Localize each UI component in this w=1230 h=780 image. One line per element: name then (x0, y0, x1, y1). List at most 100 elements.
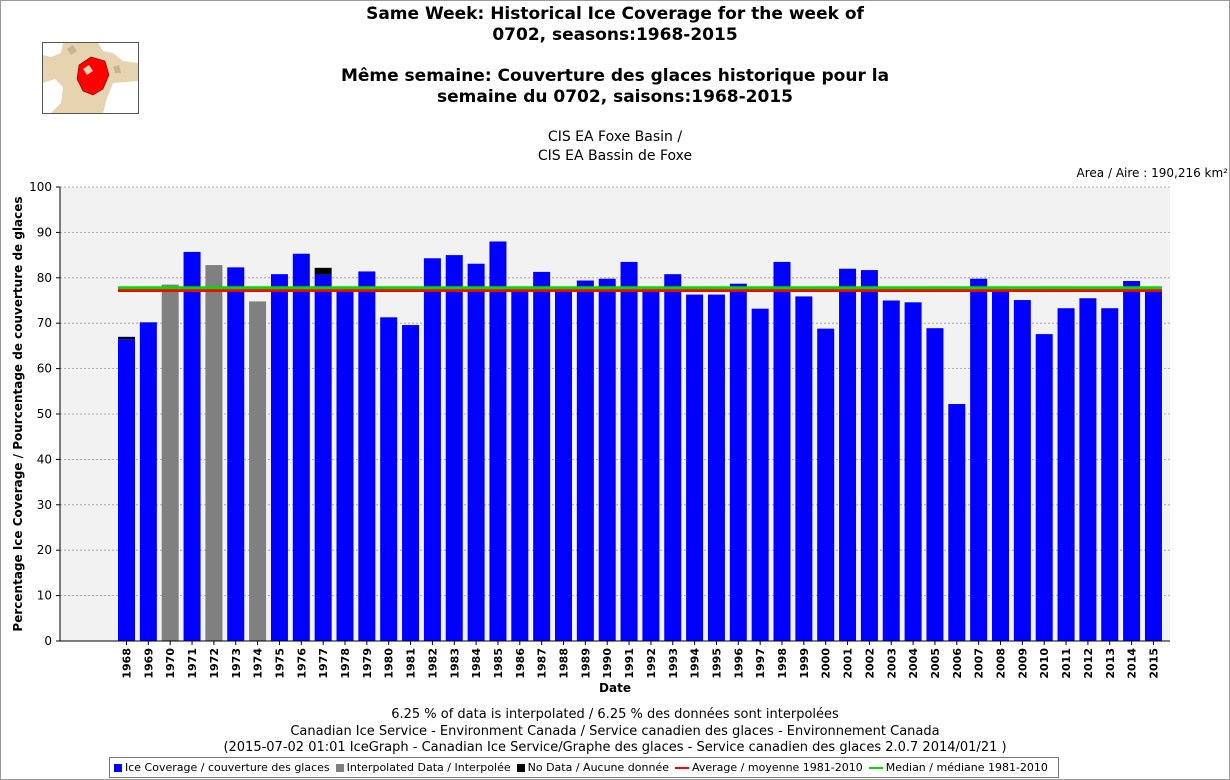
bar-2001 (839, 268, 857, 641)
x-tick-label-2000: 2000 (820, 648, 833, 679)
x-tick-label-1992: 1992 (645, 648, 658, 679)
legend-swatch-ice (114, 763, 122, 772)
bar-1976 (292, 253, 310, 641)
x-tick-label-1993: 1993 (667, 648, 680, 679)
x-tick-label-2008: 2008 (995, 648, 1008, 679)
y-axis-label: Percentage Ice Coverage / Pourcentage de… (11, 196, 25, 631)
bar-2015 (1144, 289, 1162, 641)
x-tick-label-1983: 1983 (448, 648, 461, 679)
y-tick-label-0: 0 (44, 634, 52, 648)
bar-1972 (205, 265, 223, 641)
x-tick-label-2002: 2002 (863, 648, 876, 679)
bar-1970 (161, 284, 179, 641)
subtitle-line-2: CIS EA Bassin de Foxe (537, 148, 693, 164)
y-tick-label-80: 80 (37, 271, 52, 285)
title-line-1: Same Week: Historical Ice Coverage for t… (366, 4, 864, 24)
subtitle-line-1: CIS EA Foxe Basin / (547, 129, 683, 145)
region-map-thumbnail (42, 42, 139, 114)
x-tick-label-1976: 1976 (295, 648, 308, 679)
x-tick-label-1969: 1969 (142, 648, 155, 679)
map-island (83, 65, 93, 75)
bar-2003 (882, 300, 900, 641)
x-tick-label-1978: 1978 (339, 648, 352, 679)
map-water-nw (43, 43, 63, 57)
x-tick-label-2005: 2005 (929, 648, 942, 679)
bar-1992 (642, 290, 660, 641)
x-tick-label-1974: 1974 (252, 648, 265, 679)
bar-1983 (445, 255, 463, 641)
bar-1985 (489, 241, 507, 642)
bar-2006 (948, 404, 966, 641)
x-tick-label-2013: 2013 (1104, 648, 1117, 679)
x-tick-label-1989: 1989 (579, 648, 592, 679)
x-tick-label-1973: 1973 (230, 648, 243, 679)
bar-1977 (314, 274, 332, 641)
title-line-4: semaine du 0702, saisons:1968-2015 (436, 87, 793, 107)
legend-item-ice: Ice Coverage / couverture des glaces (114, 761, 330, 774)
bar-2002 (860, 270, 878, 641)
bar-2000 (817, 328, 835, 641)
x-tick-label-2004: 2004 (907, 648, 920, 679)
x-tick-label-2007: 2007 (973, 648, 986, 679)
x-tick-label-1981: 1981 (405, 648, 418, 679)
bar-1987 (533, 271, 551, 641)
bar-2010 (1035, 334, 1053, 641)
bar-2008 (992, 290, 1009, 641)
bar-1995 (707, 294, 725, 641)
legend-item-average: Average / moyenne 1981-2010 (675, 761, 863, 774)
legend-item-median: Median / médiane 1981-2010 (868, 761, 1048, 774)
x-tick-label-1988: 1988 (558, 648, 571, 679)
x-tick-label-2011: 2011 (1060, 648, 1073, 679)
bar-1984 (467, 263, 485, 641)
footer-line-1: 6.25 % of data is interpolated / 6.25 % … (391, 707, 839, 722)
map-islands-small (67, 45, 121, 73)
chart-legend: Ice Coverage / couverture des glaces Int… (109, 757, 1059, 778)
y-tick-label-10: 10 (37, 589, 52, 603)
bar-nodata-1968 (118, 336, 135, 340)
bar-1988 (555, 289, 572, 641)
x-tick-label-1990: 1990 (601, 648, 614, 679)
legend-label-nodata: No Data / Aucune donnée (527, 761, 669, 774)
x-tick-label-2009: 2009 (1016, 648, 1029, 679)
bar-2011 (1057, 308, 1075, 641)
legend-label-ice: Ice Coverage / couverture des glaces (125, 761, 330, 774)
legend-line-median (868, 766, 883, 769)
y-tick-label-40: 40 (37, 452, 52, 466)
x-tick-label-1991: 1991 (623, 648, 636, 679)
area-label: Area / Aire : 190,216 km² (1076, 166, 1228, 180)
y-tick-label-70: 70 (37, 316, 52, 330)
x-tick-label-2014: 2014 (1126, 648, 1139, 679)
legend-label-average: Average / moyenne 1981-2010 (692, 761, 863, 774)
bar-2005 (926, 328, 944, 641)
bar-2004 (904, 302, 922, 641)
title-line-2: 0702, seasons:1968-2015 (492, 25, 738, 45)
x-tick-label-1975: 1975 (273, 648, 286, 679)
bar-1973 (227, 267, 245, 641)
bar-2013 (1101, 308, 1119, 641)
x-tick-label-1972: 1972 (208, 648, 221, 679)
bar-1974 (249, 301, 267, 641)
axes-group: 0 10 20 30 40 50 60 70 80 90 100 1968 1969 1970 1971 19… (29, 180, 1170, 679)
x-tick-label-1968: 1968 (121, 648, 134, 679)
bar-1994 (686, 294, 704, 641)
x-axis-label: Date (599, 681, 631, 695)
bar-1997 (751, 308, 769, 641)
legend-line-average (675, 766, 689, 769)
bar-2014 (1123, 280, 1141, 641)
x-tick-label-1996: 1996 (732, 648, 745, 679)
x-tick-label-1987: 1987 (536, 648, 549, 679)
bar-1991 (620, 261, 638, 641)
x-tick-label-1998: 1998 (776, 648, 789, 679)
bar-1990 (598, 278, 616, 641)
x-tick-label-1980: 1980 (383, 648, 396, 679)
bar-1996 (729, 283, 747, 641)
y-tick-label-20: 20 (37, 543, 52, 557)
bar-1969 (139, 322, 157, 641)
bar-1968 (118, 339, 135, 641)
map-water-se (103, 81, 138, 113)
legend-label-median: Median / médiane 1981-2010 (885, 761, 1048, 774)
bar-2009 (1013, 300, 1031, 641)
x-tick-label-1977: 1977 (317, 648, 330, 679)
legend-label-interpolated: Interpolated Data / Interpolée (346, 761, 511, 774)
bar-1971 (183, 251, 201, 641)
